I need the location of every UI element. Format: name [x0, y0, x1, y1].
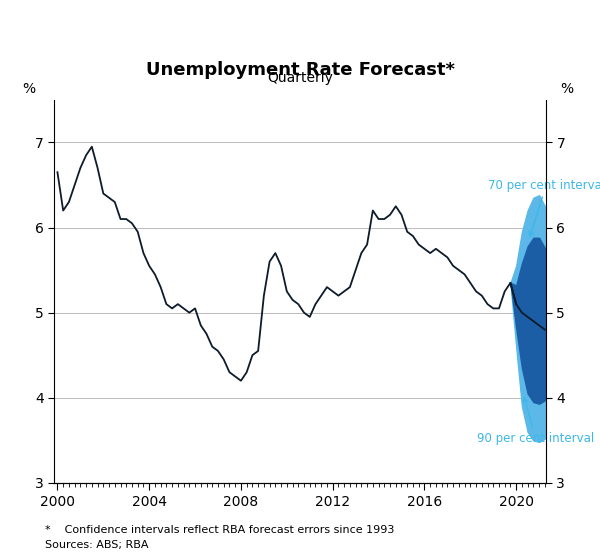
- Text: Sources: ABS; RBA: Sources: ABS; RBA: [45, 540, 149, 550]
- Text: %: %: [22, 82, 35, 96]
- Title: Unemployment Rate Forecast*: Unemployment Rate Forecast*: [146, 61, 455, 79]
- Text: 90 per cent interval: 90 per cent interval: [477, 398, 595, 445]
- Text: *    Confidence intervals reflect RBA forecast errors since 1993: * Confidence intervals reflect RBA forec…: [45, 525, 394, 535]
- Text: %: %: [560, 82, 573, 96]
- Text: 70 per cent interval: 70 per cent interval: [488, 179, 600, 236]
- Text: Quarterly: Quarterly: [267, 70, 333, 84]
